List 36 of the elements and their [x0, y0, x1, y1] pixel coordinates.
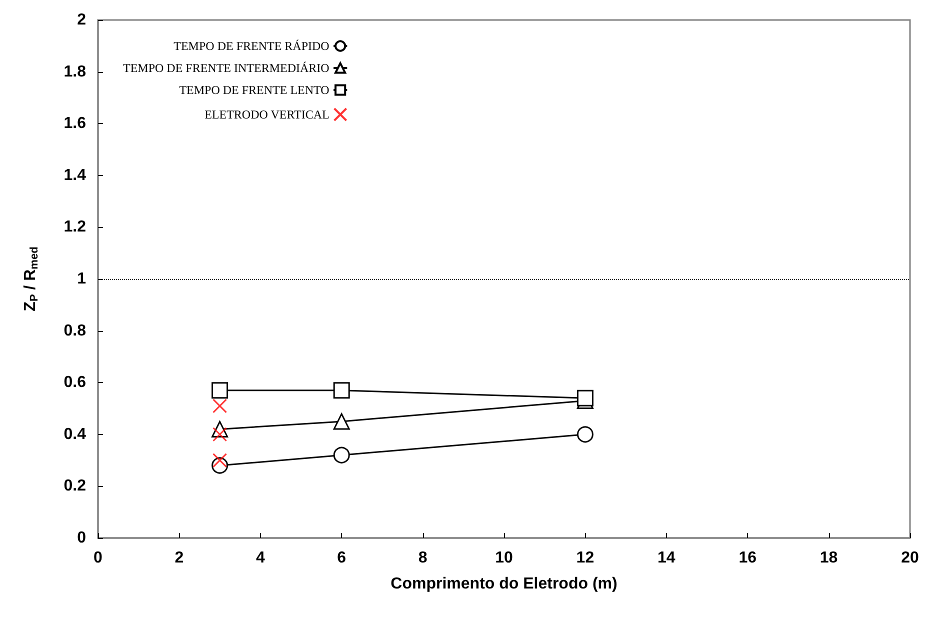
y-tick-label: 0.6 [64, 374, 86, 392]
y-tick-label: 0.2 [64, 478, 86, 495]
y-tick-label: 1.8 [64, 63, 86, 80]
point [212, 427, 228, 442]
x-tick-label: 4 [256, 550, 265, 566]
x-tick-label: 16 [738, 550, 757, 566]
point [212, 398, 228, 414]
x-tick-label: 14 [658, 550, 676, 566]
y-axis-title: ZP / Rmed [22, 246, 40, 312]
point [576, 426, 594, 443]
point [333, 413, 350, 430]
y-tick-label: 0.8 [64, 322, 86, 340]
point [212, 382, 228, 399]
x-tick-label: 8 [418, 550, 428, 566]
y-tick-label: 1.4 [64, 166, 86, 184]
legend-label: TEMPO DE FRENTE RÁPIDO [174, 39, 330, 53]
legend-label: TEMPO DE FRENTE INTERMEDIÁRIO [122, 61, 330, 75]
point [333, 446, 350, 464]
x-tick-label: 2 [174, 550, 184, 566]
x-axis-title: Comprimento do Eletrodo (m) [390, 576, 618, 592]
x-tick-label: 12 [576, 550, 594, 566]
legend-label: ELETRODO VERTICAL [204, 108, 330, 122]
y-tick-label: 1.2 [64, 218, 86, 236]
x-tick-label: 6 [337, 550, 346, 566]
x-tick-label: 20 [901, 550, 919, 566]
y-tick-label: 2 [77, 12, 86, 28]
x-tick-label: 0 [94, 550, 103, 566]
legend-label: TEMPO DE FRENTE LENTO [179, 83, 330, 97]
y-tick-label: 1 [77, 270, 86, 288]
y-tick-label: 1.6 [64, 115, 86, 132]
y-tick-label: 0 [77, 530, 86, 546]
x-tick-label: 18 [820, 550, 838, 566]
point [212, 453, 228, 468]
y-tick-label: 0.4 [64, 426, 86, 443]
point [333, 382, 350, 399]
x-tick-label: 10 [495, 550, 513, 566]
